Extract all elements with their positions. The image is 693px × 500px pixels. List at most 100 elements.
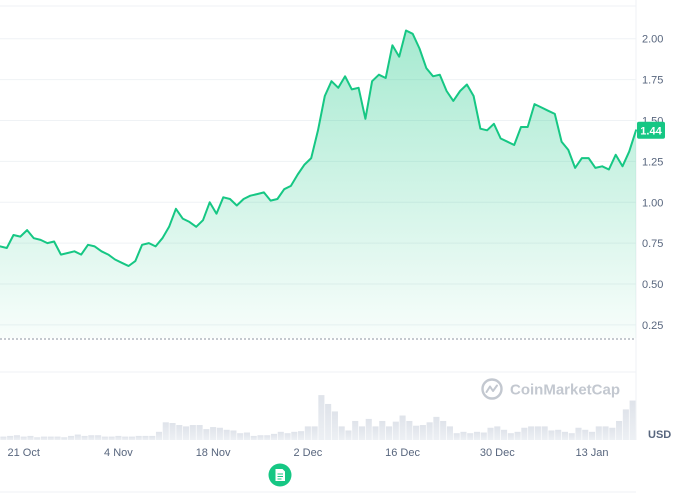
volume-bar: [135, 435, 142, 440]
volume-bar: [352, 420, 359, 440]
volume-bar: [467, 433, 474, 440]
volume-bar: [122, 436, 129, 440]
volume-bar: [108, 436, 115, 440]
volume-bar: [270, 433, 278, 440]
volume-bar: [453, 433, 460, 440]
volume-bar: [365, 418, 372, 440]
volume-bar: [534, 426, 541, 440]
volume-bar: [88, 435, 95, 440]
y-tick-label: 1.00: [642, 197, 663, 209]
price-line: [0, 29, 637, 267]
volume-bar: [34, 437, 41, 440]
volume-bar: [27, 435, 34, 440]
volume-bar: [243, 432, 251, 440]
volume-bar: [514, 431, 521, 440]
volume-bar: [331, 411, 338, 440]
volume-bar: [162, 422, 169, 440]
volume-bar: [494, 426, 501, 440]
volume-bar: [61, 437, 68, 440]
volume-bar: [501, 429, 508, 440]
y-tick-label: 0.25: [642, 320, 663, 332]
volume-bar: [446, 426, 453, 440]
volume-bar: [541, 426, 548, 440]
volume-bar: [54, 436, 61, 440]
watermark-text: CoinMarketCap: [510, 382, 620, 399]
volume-bar: [74, 434, 81, 440]
volume-bar: [264, 435, 271, 440]
y-tick-label: 0.50: [642, 279, 663, 291]
volume-bar: [345, 430, 352, 440]
y-tick-label: 0.75: [642, 238, 663, 250]
coinmarketcap-logo-icon: [481, 378, 503, 400]
volume-bar: [250, 435, 257, 440]
volume-bar: [81, 435, 88, 440]
volume-bar: [460, 431, 467, 440]
volume-bar: [169, 423, 176, 440]
volume-bar: [101, 436, 108, 440]
volume-bar: [521, 427, 528, 440]
volume-bar: [237, 433, 244, 440]
y-tick-label: 1.25: [642, 156, 663, 168]
volume-bar: [555, 429, 562, 440]
volume-bar: [40, 436, 48, 440]
volume-bar: [0, 436, 7, 440]
volume-bar: [47, 436, 54, 440]
volume-bar: [595, 426, 602, 440]
x-axis-labels: 21 Oct 4 Nov 18 Nov 2 Dec 16 Dec 30 Dec 13 Jan: [7, 447, 608, 459]
volume-bar: [176, 425, 183, 440]
x-tick-label: 13 Jan: [576, 447, 609, 459]
volume-bar: [561, 431, 569, 440]
volume-bar: [277, 431, 284, 440]
volume-bar: [7, 435, 14, 440]
volume-bar: [203, 429, 210, 440]
volume-bar: [95, 435, 102, 440]
currency-label: USD: [648, 429, 671, 441]
document-icon: [275, 469, 285, 481]
volume-bar: [358, 426, 366, 440]
volume-bar: [210, 427, 217, 440]
volume-bar: [372, 426, 379, 440]
volume-bar: [115, 435, 122, 440]
volume-bar: [622, 409, 629, 440]
volume-bar: [338, 426, 345, 440]
volume-bar: [325, 403, 332, 440]
volume-bar: [588, 431, 596, 440]
volume-bar: [13, 435, 20, 440]
volume-bar: [379, 420, 386, 440]
volume-bar: [149, 435, 156, 440]
y-tick-label: 1.75: [642, 75, 663, 87]
x-tick-label: 18 Nov: [196, 447, 231, 459]
volume-bar: [480, 432, 487, 440]
volume-bar: [548, 430, 555, 440]
price-area-fill: [0, 30, 636, 338]
volume-bar: [304, 426, 311, 440]
volume-bar: [291, 431, 298, 440]
volume-bar: [189, 425, 196, 440]
volume-bar: [183, 426, 190, 440]
volume-bar: [473, 431, 481, 440]
volume-bars: [0, 395, 636, 440]
x-tick-label: 2 Dec: [293, 447, 322, 459]
news-event-marker[interactable]: [268, 463, 292, 487]
volume-bar: [392, 421, 399, 440]
volume-bar: [507, 433, 514, 440]
y-axis-labels: 0.250.500.751.001.251.501.752.00: [642, 34, 663, 332]
volume-bar: [440, 420, 447, 440]
volume-bar: [433, 416, 440, 440]
volume-bar: [629, 400, 636, 440]
x-tick-label: 30 Dec: [480, 447, 515, 459]
volume-bar: [128, 436, 135, 440]
volume-bar: [20, 436, 27, 440]
volume-bar: [67, 435, 75, 440]
watermark: CoinMarketCap: [481, 378, 620, 400]
volume-bar: [399, 415, 406, 440]
current-price-label: 1.44: [640, 125, 662, 137]
volume-bar: [196, 425, 203, 440]
volume-bar: [257, 435, 264, 440]
volume-bar: [582, 429, 589, 440]
volume-bar: [142, 435, 149, 440]
volume-bar: [230, 430, 237, 440]
y-tick-label: 2.00: [642, 34, 663, 46]
volume-bar: [487, 427, 494, 440]
volume-bar: [311, 426, 318, 440]
